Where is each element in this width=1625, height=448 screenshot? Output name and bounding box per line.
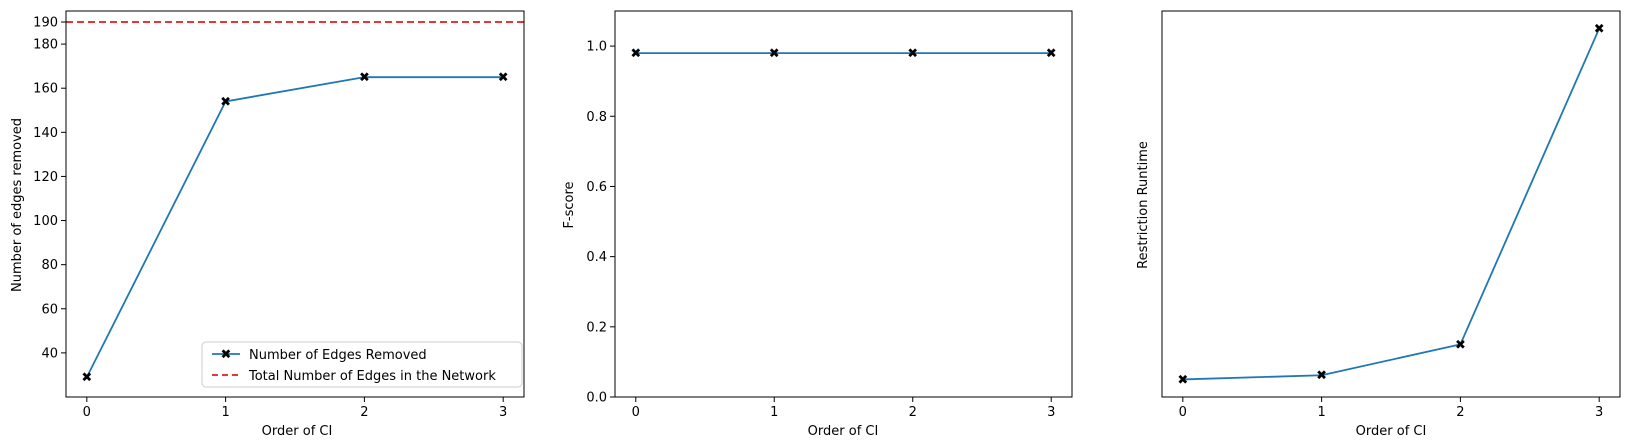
data-point-marker: ✖ [220, 95, 231, 110]
data-point-marker: ✖ [907, 47, 918, 62]
data-point-marker: ✖ [1177, 373, 1188, 388]
x-tick-label: 1 [770, 405, 778, 420]
x-tick-label: 0 [83, 405, 91, 420]
data-point-marker: ✖ [359, 71, 370, 86]
chart-panel-f-score: ✖ ✖ ✖ ✖ 0 1 2 3 0.0 0.2 0.4 0.6 0.8 1.0 Order of CI F… [562, 10, 1073, 439]
x-tick-label: 3 [1595, 405, 1603, 420]
axes-frame [65, 10, 525, 398]
x-tick-label: 2 [360, 405, 368, 420]
data-point-marker: ✖ [630, 47, 641, 62]
plot-area: ✖ ✖ ✖ ✖ 0 1 2 3 [1161, 10, 1621, 420]
y-tick-label: 80 [41, 258, 58, 273]
x-axis-label: Order of CI [1356, 424, 1427, 439]
axes-frame [1161, 10, 1621, 398]
data-point-marker: ✖ [1455, 338, 1466, 353]
legend-entry-edges-removed: Number of Edges Removed [249, 348, 427, 363]
y-tick-label: 40 [41, 346, 58, 361]
y-tick-label: 180 [33, 38, 58, 53]
x-axis-label: Order of CI [262, 424, 333, 439]
y-axis-label: Number of edges removed [10, 118, 25, 292]
legend-swatch-marker: ✖ [221, 348, 232, 363]
y-tick-label: 0.6 [586, 180, 607, 195]
y-tick-label: 100 [33, 214, 58, 229]
series-line [1182, 28, 1601, 381]
series-line [86, 76, 504, 378]
x-tick-label: 3 [499, 405, 507, 420]
y-tick-label: 0.0 [586, 391, 607, 406]
legend-entry-total-edges: Total Number of Edges in the Network [248, 369, 496, 384]
axes-frame [614, 10, 1073, 398]
x-axis-label: Order of CI [808, 424, 879, 439]
x-tick-label: 2 [1456, 405, 1464, 420]
y-axis-label: Restriction Runtime [1136, 141, 1151, 269]
data-point-marker: ✖ [1316, 369, 1327, 384]
y-tick-label: 140 [33, 126, 58, 141]
x-tick-label: 2 [909, 405, 917, 420]
y-tick-label: 120 [33, 170, 58, 185]
x-tick-label: 1 [1317, 405, 1325, 420]
x-tick-label: 0 [632, 405, 640, 420]
x-tick-label: 3 [1047, 405, 1055, 420]
y-tick-label: 190 [33, 16, 58, 31]
y-tick-label: 0.4 [586, 250, 607, 265]
plot-area: ✖ ✖ ✖ ✖ 0 1 2 3 0.0 0.2 0.4 0.6 0.8 1.0 [586, 10, 1073, 420]
legend-box [201, 341, 523, 388]
data-point-marker: ✖ [1594, 22, 1605, 37]
data-point-marker: ✖ [81, 371, 92, 386]
x-tick-label: 0 [1179, 405, 1187, 420]
y-tick-label: 1.0 [586, 40, 607, 55]
data-point-marker: ✖ [769, 47, 780, 62]
data-point-marker: ✖ [498, 71, 509, 86]
y-tick-label: 0.2 [586, 320, 607, 335]
legend: ✖ Number of Edges Removed Total Number o… [201, 341, 523, 388]
chart-panel-edges-removed: ✖ ✖ ✖ ✖ 0 1 2 3 40 60 80 100 120 140 160 180 190 ✖ Numbe… [10, 10, 525, 439]
x-tick-label: 1 [221, 405, 229, 420]
y-axis-label: F-score [562, 181, 577, 228]
y-tick-label: 160 [33, 82, 58, 97]
chart-panel-restriction-runtime: ✖ ✖ ✖ ✖ 0 1 2 3 Order of CI Restriction Runtime [1136, 10, 1621, 439]
y-tick-label: 0.8 [586, 110, 607, 125]
plot-area: ✖ ✖ ✖ ✖ 0 1 2 3 40 60 80 100 120 140 160 180 190 [33, 10, 525, 420]
data-point-marker: ✖ [1046, 47, 1057, 62]
y-tick-label: 60 [41, 302, 58, 317]
